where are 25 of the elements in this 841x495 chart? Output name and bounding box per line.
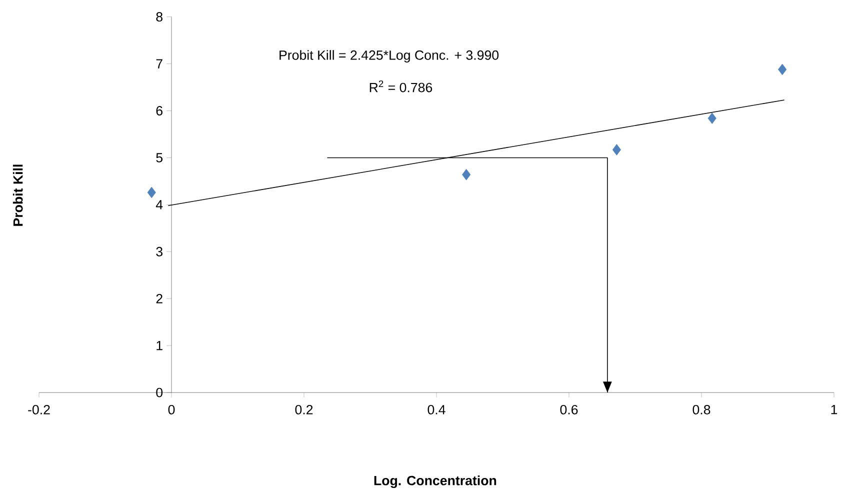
- x-tick-label: 1: [831, 405, 838, 414]
- y-tick-label: 5: [156, 153, 163, 163]
- x-axis-title: Log. Concentration: [374, 476, 496, 488]
- y-tick-label: 4: [156, 200, 163, 210]
- point: [778, 64, 787, 76]
- x-tick-label: 0.8: [692, 405, 710, 415]
- x-tick-label: 0: [168, 405, 175, 415]
- annotation: R$^{2}$ = 0.786: [370, 80, 432, 92]
- point: [612, 144, 621, 156]
- y-axis-title: Probit Kill: [12, 164, 23, 226]
- y-tick-label: 2: [156, 294, 162, 304]
- x-tick-label: 0.2: [295, 405, 313, 415]
- y-tick-label: 7: [156, 59, 162, 69]
- annotation: Probit Kill = 2.425*Log Conc. + 3.990: [280, 50, 499, 63]
- x-tick-label: 0.4: [428, 405, 446, 415]
- point: [462, 169, 471, 180]
- y-tick-label: 0: [156, 388, 163, 398]
- y-tick-label: 1: [156, 341, 162, 350]
- y-tick-label: 3: [156, 247, 162, 257]
- x-tick-label: -0.2: [28, 405, 50, 415]
- y-tick-label: 6: [156, 106, 162, 116]
- point: [708, 112, 716, 124]
- x-tick-label: 0.6: [560, 405, 578, 415]
- point: [147, 187, 156, 198]
- y-tick-label: 8: [156, 12, 162, 22]
